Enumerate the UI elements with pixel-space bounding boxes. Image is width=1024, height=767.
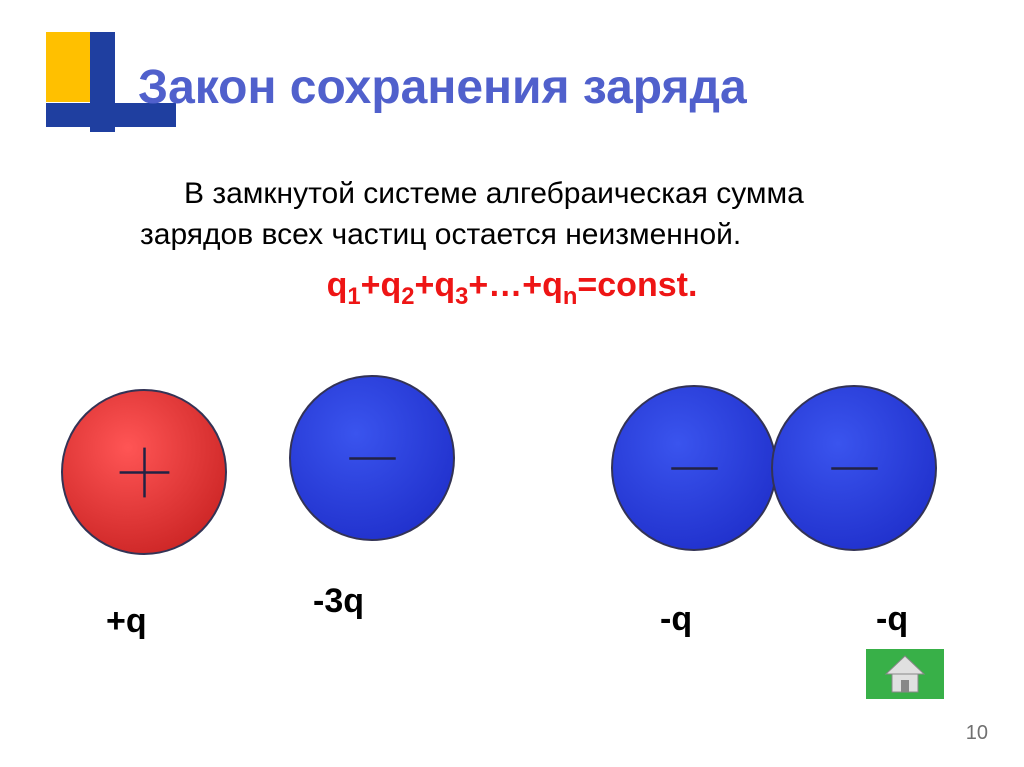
deco-blue-vertical: [90, 32, 115, 132]
conservation-formula: q1+q2+q3+…+qn=const.: [0, 266, 1024, 311]
plus-icon: [103, 431, 186, 514]
minus-icon: [813, 427, 896, 510]
body-text-content: В замкнутой системе алгебраическая сумма…: [140, 177, 804, 251]
minus-icon: [653, 427, 736, 510]
charge-label-2: -q: [660, 600, 692, 639]
charge-circle-0: [61, 389, 227, 555]
charge-label-3: -q: [876, 600, 908, 639]
slide-number: 10: [966, 722, 988, 745]
charge-circle-1: [289, 375, 455, 541]
slide-title: Закон сохранения заряда: [138, 60, 747, 115]
home-icon: [880, 654, 930, 694]
charge-circle-3: [771, 385, 937, 551]
minus-icon: [331, 417, 414, 500]
charge-label-0: +q: [106, 602, 147, 641]
home-button[interactable]: [866, 649, 944, 699]
charge-circle-2: [611, 385, 777, 551]
deco-gold-block: [46, 32, 90, 102]
charge-label-1: -3q: [313, 582, 364, 621]
slide-body-text: В замкнутой системе алгебраическая сумма…: [140, 174, 920, 255]
